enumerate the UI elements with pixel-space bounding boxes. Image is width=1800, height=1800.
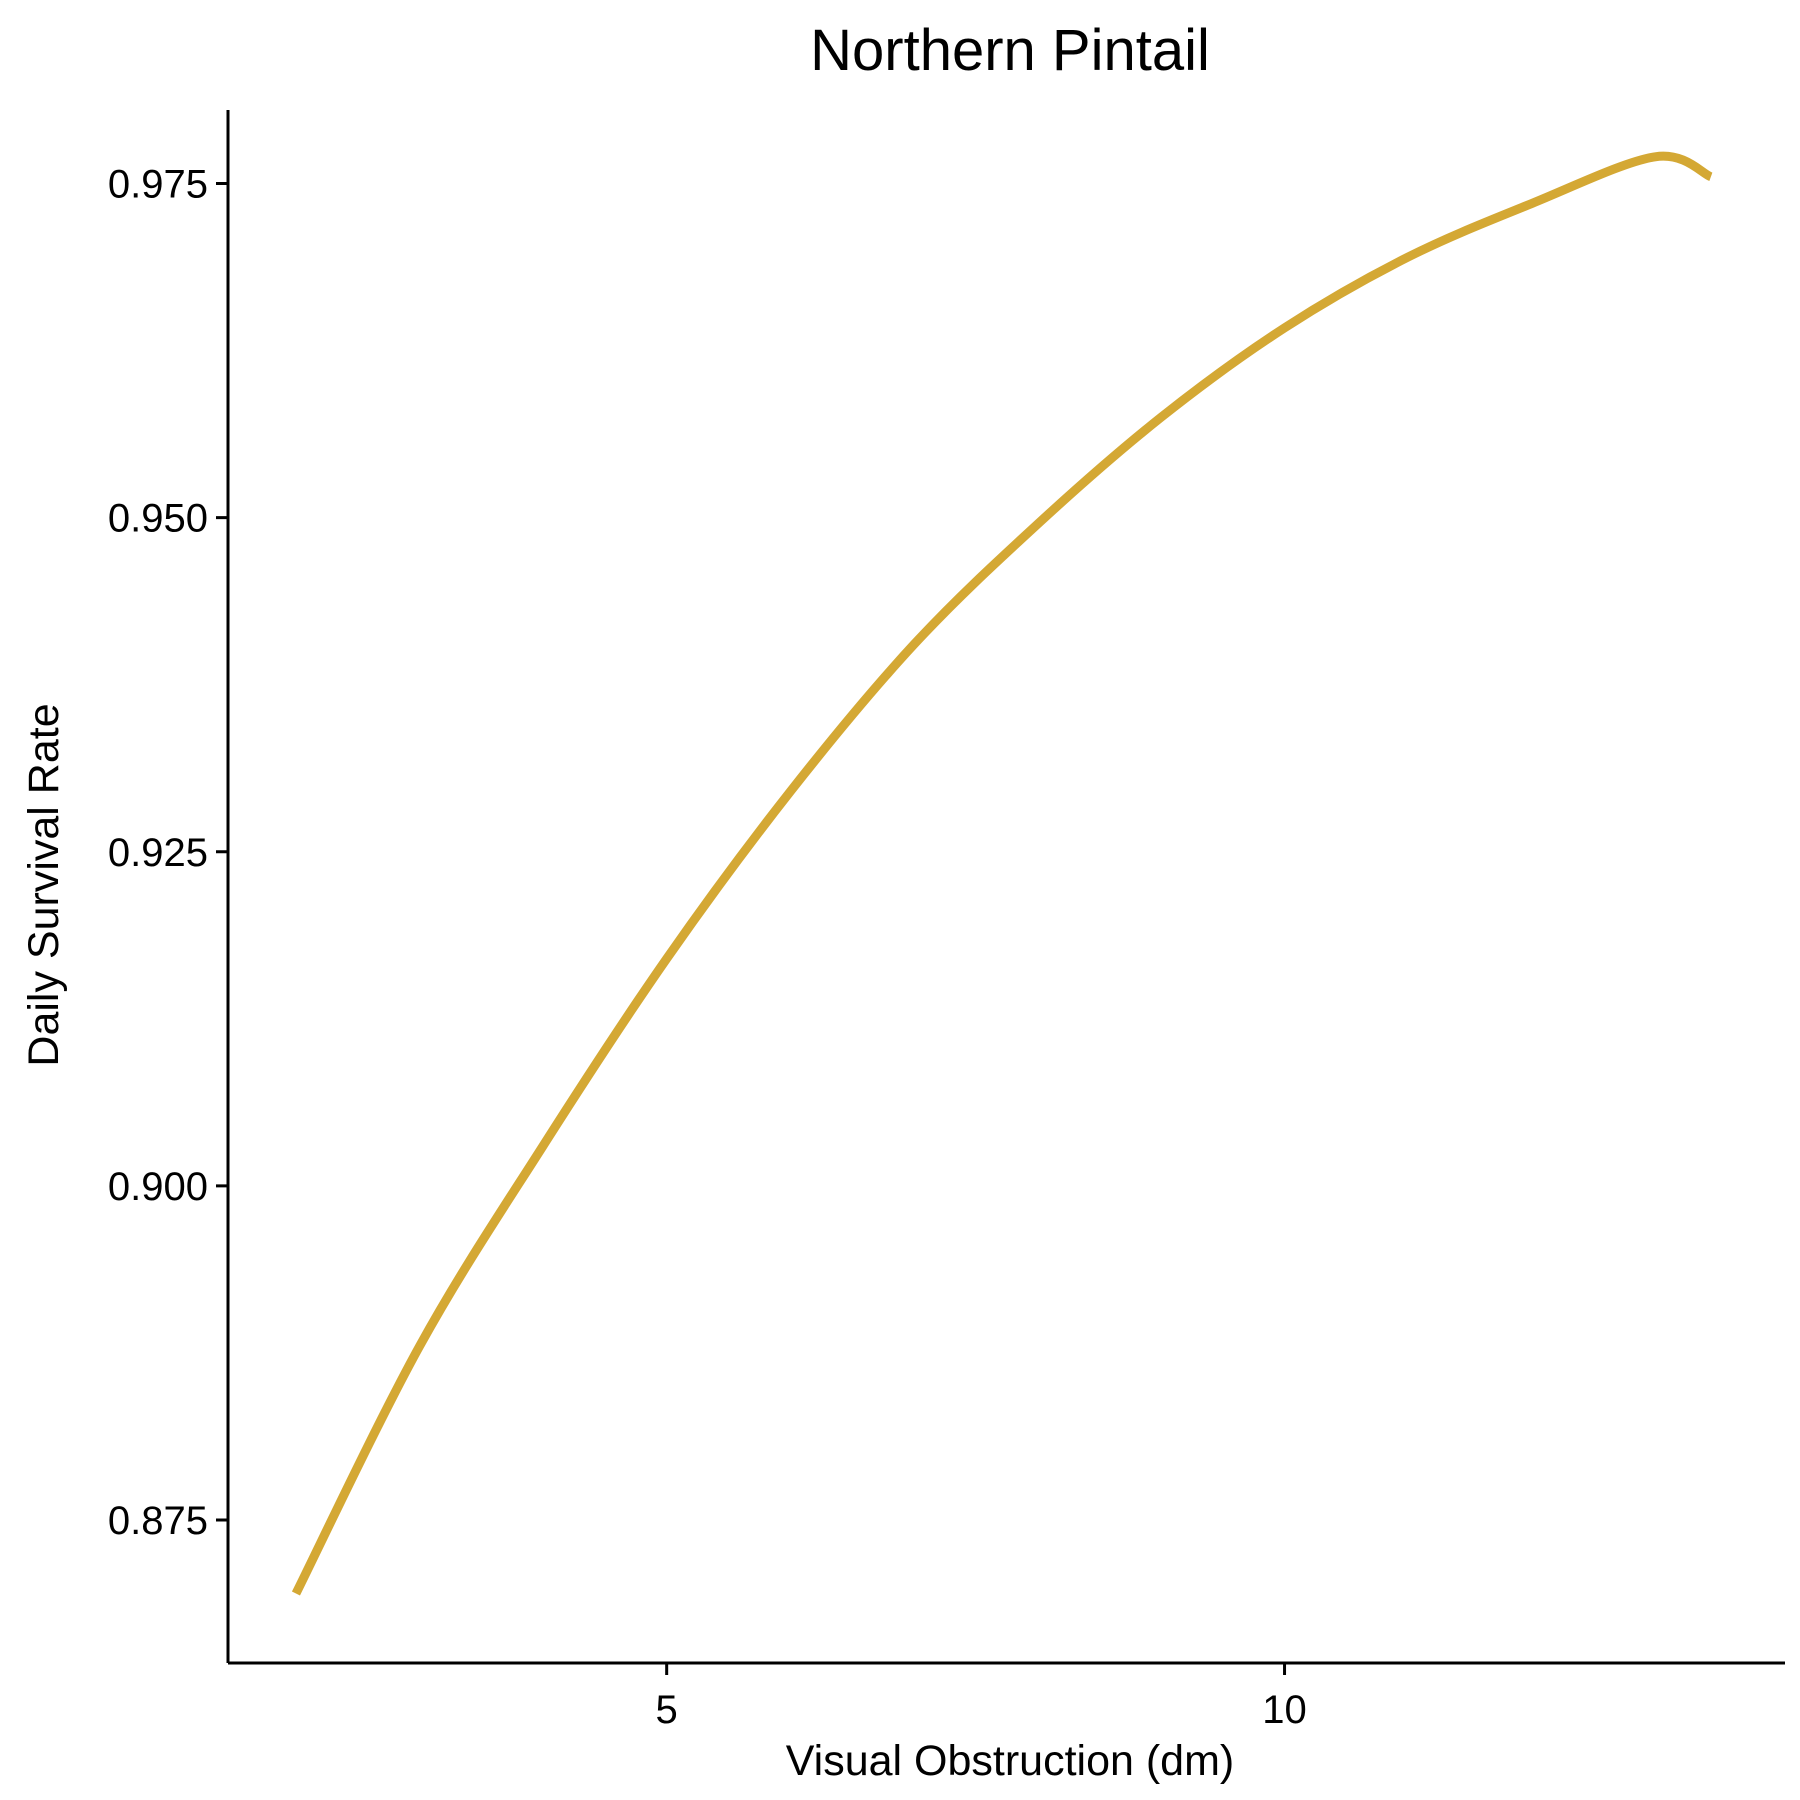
y-tick-label: 0.975: [108, 163, 208, 207]
x-axis-ticks: 5 10: [656, 1663, 1307, 1732]
x-tick-label: 10: [1262, 1688, 1307, 1732]
x-axis-title: Visual Obstruction (dm): [786, 1737, 1234, 1785]
y-axis-title: Daily Survival Rate: [20, 703, 68, 1066]
chart-title: Northern Pintail: [810, 18, 1210, 83]
survival-curve-line: [291, 151, 1713, 1596]
y-tick-label: 0.925: [108, 831, 208, 875]
y-tick-label: 0.875: [108, 1499, 208, 1543]
plot-area: [291, 151, 1713, 1596]
y-axis-ticks: 0.875 0.900 0.925 0.950 0.975: [108, 163, 228, 1543]
y-tick-label: 0.950: [108, 497, 208, 541]
y-tick-label: 0.900: [108, 1165, 208, 1209]
x-tick-label: 5: [656, 1688, 678, 1732]
